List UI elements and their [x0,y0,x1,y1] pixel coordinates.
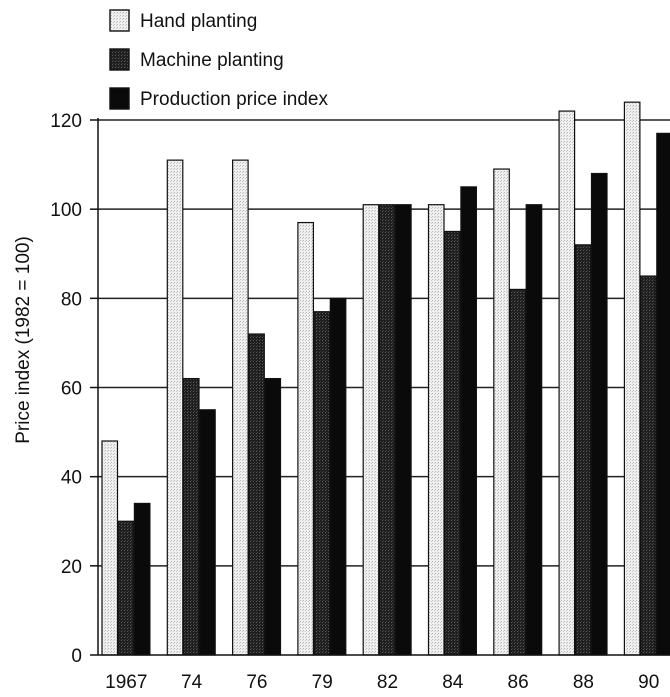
bar-machine-planting-79 [313,311,331,656]
x-tick-label: 90 [638,672,659,692]
legend-swatch-machine-planting [109,48,130,71]
bar-hand-planting-79 [297,221,314,656]
x-tick-label: 86 [508,672,529,692]
x-tick-label: 74 [181,672,203,692]
x-tick-label: 82 [377,672,398,692]
bar-production-price-index-1967 [133,502,151,656]
bar-production-price-index-82 [395,204,412,656]
y-tick-label: 80 [61,289,82,310]
y-tick-label: 60 [61,379,82,400]
x-tick-label: 79 [312,672,333,692]
axes: 0 20 40 60 80 100 120 1967 74 76 79 82 84 86 88 90 [50,111,670,693]
y-tick-label: 0 [71,646,82,667]
legend-label-hand-planting: Hand planting [140,11,257,32]
bar-machine-planting-84 [444,230,461,656]
bar-machine-planting-82 [378,204,396,656]
bar-hand-planting-1967 [101,440,119,656]
x-tick-label: 88 [573,672,594,692]
y-tick-label: 120 [50,111,82,132]
bar-production-price-index-84 [460,186,477,656]
bar-production-price-index-86 [525,204,543,656]
legend-swatch-production-price-index [109,87,130,110]
y-tick-label: 100 [50,200,82,221]
bar-machine-planting-88 [574,244,592,656]
legend-swatch-hand-planting [109,9,130,32]
legend-label-production-price-index: Production price index [140,89,328,110]
bar-production-price-index-90 [656,132,670,656]
bar-hand-planting-88 [558,110,576,656]
bar-production-price-index-88 [590,172,608,656]
legend-label-machine-planting: Machine planting [140,50,284,71]
x-tick-label: 76 [246,672,267,692]
y-axis-label: Price index (1982 = 100) [13,236,34,444]
bar-machine-planting-90 [639,275,657,656]
bar-production-price-index-79 [329,297,347,656]
bar-machine-planting-74 [182,377,200,656]
bar-hand-planting-76 [232,159,249,656]
bar-hand-planting-82 [362,204,380,656]
bar-machine-planting-76 [248,333,265,656]
x-tick-label: 1967 [105,672,147,692]
legend: Hand planting Machine planting Production … [109,9,328,110]
x-tick-label: 84 [442,672,464,692]
bar-production-price-index-74 [199,409,216,656]
bar-hand-planting-90 [623,101,641,656]
bar-hand-planting-84 [427,204,445,656]
bars [101,101,670,656]
y-tick-label: 40 [61,468,82,489]
bar-machine-planting-86 [509,288,527,656]
bar-hand-planting-74 [166,159,184,656]
bar-hand-planting-86 [493,168,510,656]
bar-machine-planting-1967 [117,520,135,656]
bar-production-price-index-76 [264,377,282,656]
y-tick-label: 20 [61,557,82,578]
